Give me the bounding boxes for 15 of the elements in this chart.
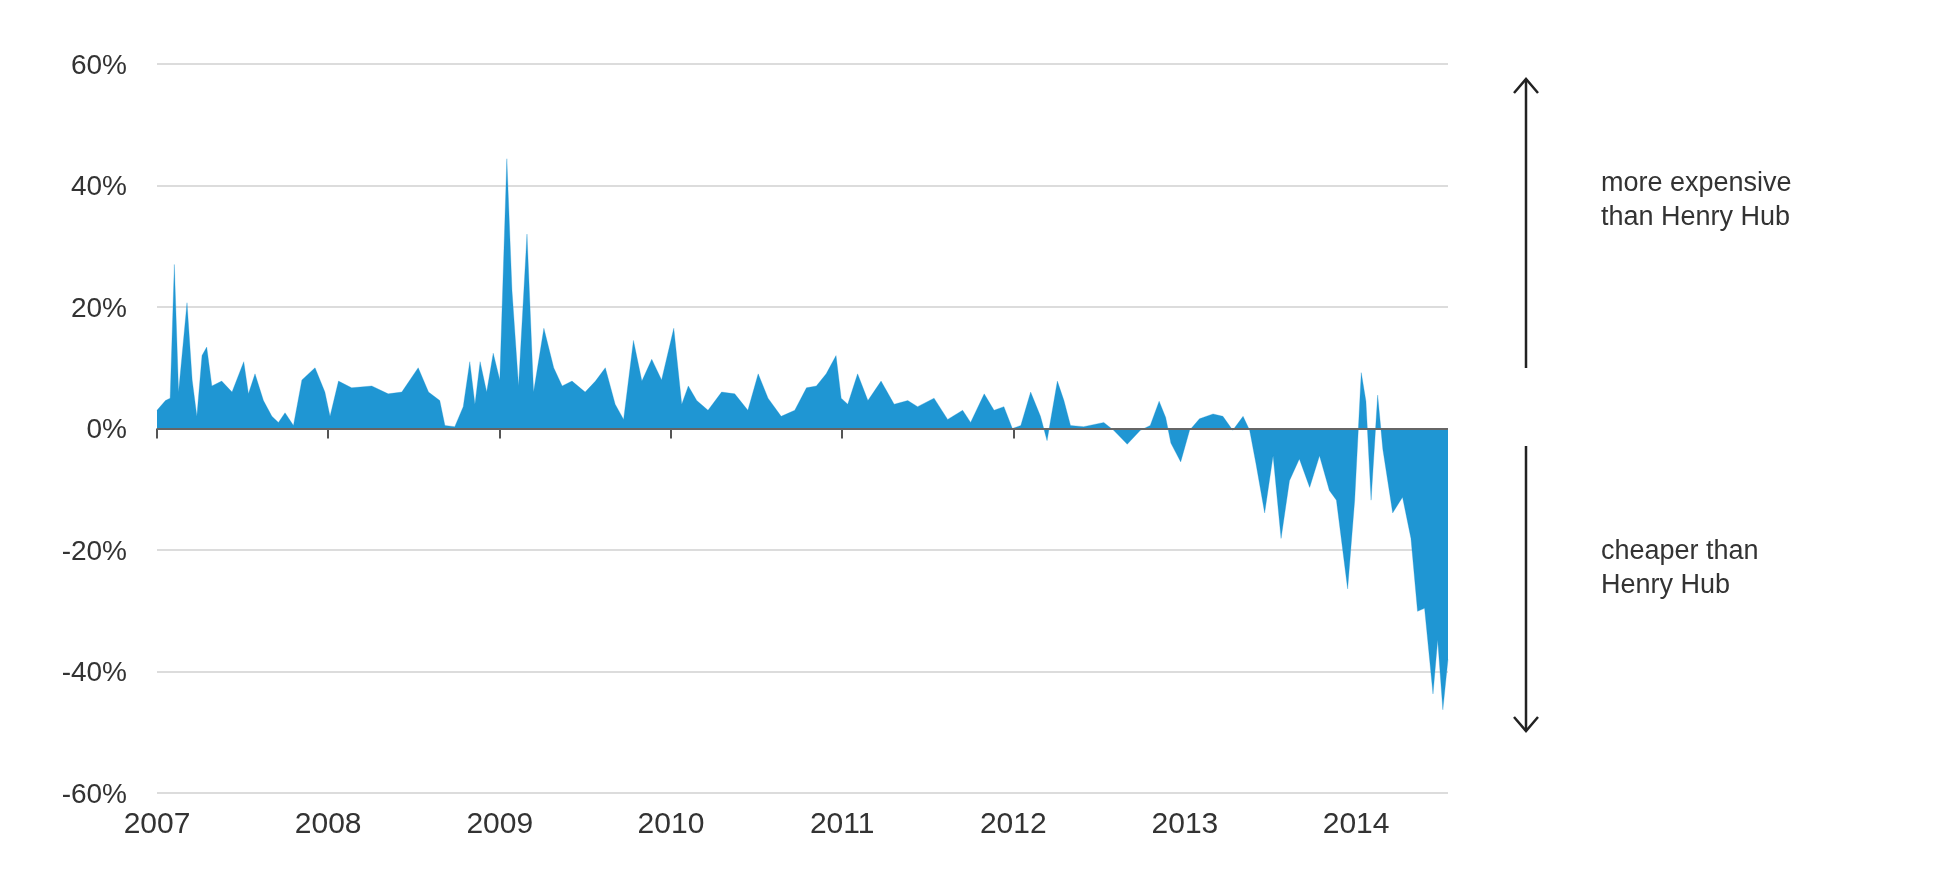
- x-tick-label: 2008: [294, 805, 362, 839]
- x-tick-label: 2014: [1322, 805, 1390, 839]
- y-tick-label: 60%: [70, 48, 127, 80]
- y-tick-label: -40%: [61, 656, 127, 687]
- y-tick-label: 20%: [70, 291, 127, 323]
- x-tick-label: 2009: [466, 805, 534, 839]
- y-tick-label: 0%: [86, 413, 127, 444]
- y-tick-label: 40%: [70, 170, 127, 201]
- text: more expensive than Henry Hub: [1601, 166, 1793, 233]
- x-tick-label: 2010: [637, 805, 705, 839]
- text: cheaper than Henry Hub: [1601, 534, 1760, 601]
- x-tick-label: 2011: [809, 805, 875, 839]
- y-tick-label: -20%: [61, 534, 127, 566]
- x-tick-label: 2013: [1151, 805, 1219, 839]
- x-tick-label: 2012: [979, 805, 1047, 839]
